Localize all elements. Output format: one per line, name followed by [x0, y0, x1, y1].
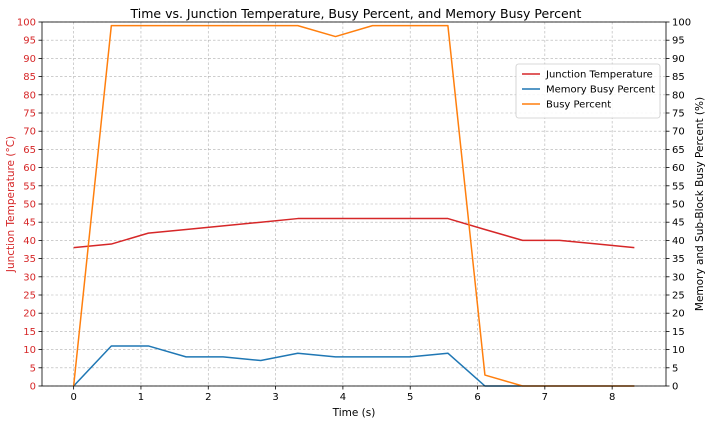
y-right-tick-label: 100 [672, 18, 691, 29]
y-right-tick-label: 75 [672, 109, 685, 120]
x-axis: 0 1 2 3 4 5 6 7 8 [70, 386, 615, 403]
y-right-tick-label: 30 [672, 272, 685, 283]
y-left-tick-label: 35 [23, 254, 36, 265]
x-tick-label: 5 [407, 392, 413, 403]
x-tick-label: 8 [609, 392, 615, 403]
legend-label-junction-temperature: Junction Temperature [545, 70, 653, 81]
y-right-tick-label: 65 [672, 145, 685, 156]
y-left-tick-label: 10 [23, 345, 36, 356]
legend-label-memory-busy-percent: Memory Busy Percent [546, 85, 655, 96]
y-right-tick-label: 85 [672, 72, 685, 83]
y-left-tick-label: 50 [23, 200, 36, 211]
y-left-tick-label: 0 [30, 382, 36, 393]
y-left-tick-label: 45 [23, 218, 36, 229]
y-axis-right-label: Memory and Sub-Block Busy Percent (%) [694, 97, 706, 311]
y-left-tick-label: 75 [23, 109, 36, 120]
x-tick-label: 7 [542, 392, 548, 403]
x-tick-label: 1 [138, 392, 144, 403]
x-axis-label: Time (s) [332, 407, 376, 419]
y-axis-left-label: Junction Temperature (°C) [5, 136, 17, 273]
y-left-tick-label: 90 [23, 54, 36, 65]
y-right-tick-label: 0 [672, 382, 678, 393]
y-right-tick-label: 80 [672, 90, 685, 101]
x-tick-label: 3 [272, 392, 278, 403]
y-right-tick-label: 25 [672, 291, 685, 302]
x-tick-label: 0 [70, 392, 76, 403]
y-right-tick-label: 10 [672, 345, 685, 356]
y-right-tick-label: 90 [672, 54, 685, 65]
y-right-tick-label: 45 [672, 218, 685, 229]
y-left-tick-label: 20 [23, 309, 36, 320]
y-left-tick-label: 30 [23, 272, 36, 283]
y-left-tick-label: 95 [23, 36, 36, 47]
y-right-tick-label: 20 [672, 309, 685, 320]
y-axis-left: 0 5 10 15 20 25 30 35 40 45 50 55 60 65 70 75 80 85 90 95 10… [17, 18, 42, 393]
y-right-tick-label: 70 [672, 127, 685, 138]
chart-title: Time vs. Junction Temperature, Busy Perc… [130, 6, 582, 21]
y-right-tick-label: 60 [672, 163, 685, 174]
y-right-tick-label: 40 [672, 236, 685, 247]
y-left-tick-label: 85 [23, 72, 36, 83]
y-axis-right: 0 5 10 15 20 25 30 35 40 45 50 55 60 65 70 75 80 85 90 95 10… [666, 18, 691, 393]
y-left-tick-label: 15 [23, 327, 36, 338]
series-line-junction-temperature [73, 217, 635, 249]
y-right-tick-label: 95 [672, 36, 685, 47]
y-left-tick-label: 100 [17, 18, 36, 29]
y-left-tick-label: 65 [23, 145, 36, 156]
legend: Junction Temperature Memory Busy Percent B… [515, 63, 661, 119]
y-right-tick-label: 35 [672, 254, 685, 265]
y-right-tick-label: 50 [672, 200, 685, 211]
x-tick-label: 4 [340, 392, 346, 403]
y-left-tick-label: 25 [23, 291, 36, 302]
y-left-tick-label: 80 [23, 90, 36, 101]
y-left-tick-label: 60 [23, 163, 36, 174]
x-tick-label: 6 [474, 392, 480, 403]
y-left-tick-label: 5 [30, 363, 36, 374]
y-right-tick-label: 55 [672, 181, 685, 192]
legend-label-busy-percent: Busy Percent [546, 100, 611, 111]
x-tick-label: 2 [205, 392, 211, 403]
legend-box [515, 63, 661, 119]
y-right-tick-label: 5 [672, 363, 678, 374]
y-left-tick-label: 40 [23, 236, 36, 247]
y-right-tick-label: 15 [672, 327, 685, 338]
y-left-tick-label: 70 [23, 127, 36, 138]
y-left-tick-label: 55 [23, 181, 36, 192]
